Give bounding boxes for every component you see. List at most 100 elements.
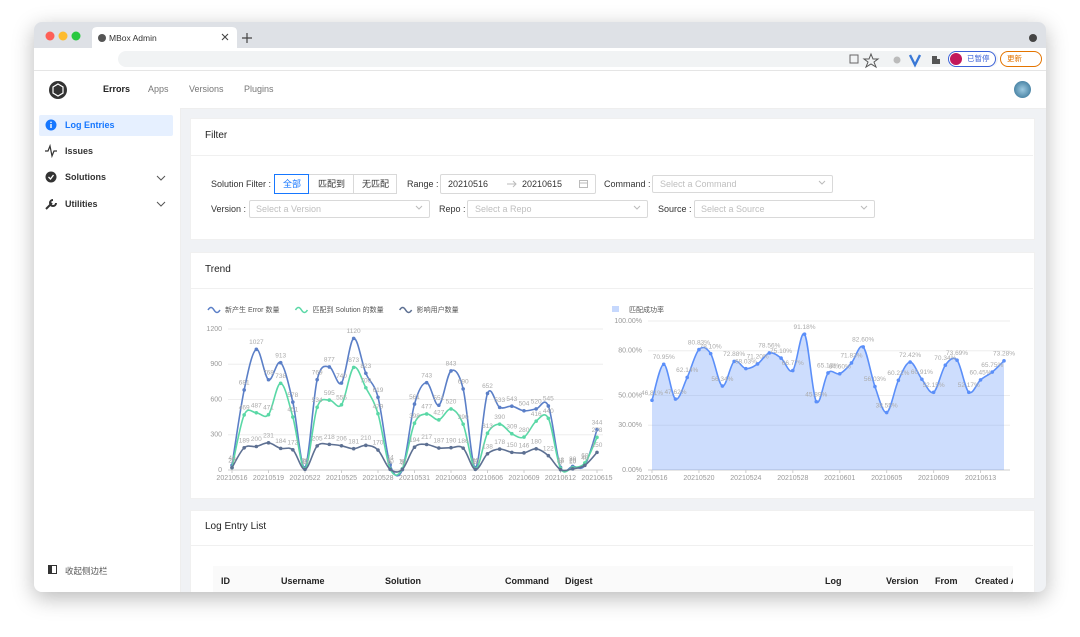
- collapse-sidebar[interactable]: 收起侧边栏: [65, 566, 108, 576]
- data-label: 46.81%: [641, 390, 663, 397]
- version-select[interactable]: [249, 200, 430, 218]
- point: [595, 427, 599, 432]
- data-label: 186: [458, 438, 469, 445]
- data-label: 561: [409, 394, 420, 401]
- point: [967, 390, 971, 395]
- y-tick-label: 100.00%: [614, 318, 642, 325]
- data-label: 1120: [347, 328, 361, 335]
- omnibox[interactable]: [118, 51, 998, 67]
- point: [522, 408, 526, 413]
- y-tick-label: 300: [210, 432, 222, 439]
- data-label: 172: [287, 440, 298, 447]
- data-label: 10: [387, 459, 395, 466]
- data-label: 280: [519, 427, 530, 434]
- data-label: 91.18%: [794, 324, 816, 331]
- update-label: 更新: [1007, 54, 1022, 63]
- point: [242, 388, 246, 392]
- data-label: 75.10%: [770, 348, 792, 355]
- data-label: 178: [494, 439, 505, 446]
- point: [583, 463, 587, 468]
- point: [943, 363, 948, 367]
- data-label: 206: [336, 436, 347, 443]
- sidebar-item[interactable]: Utilities: [65, 199, 98, 209]
- field-label: Source :: [658, 204, 692, 214]
- point: [546, 416, 551, 421]
- data-label: 823: [360, 363, 371, 370]
- data-label: 471: [263, 404, 274, 411]
- date-range[interactable]: [440, 174, 596, 194]
- y-tick-label: 0.00%: [622, 467, 642, 474]
- point: [364, 443, 368, 448]
- data-label: 30: [569, 456, 577, 463]
- legend-icon: [207, 306, 221, 314]
- source-select[interactable]: [694, 200, 875, 218]
- point: [837, 371, 842, 376]
- repo-select[interactable]: [467, 200, 648, 218]
- data-label: 73.28%: [993, 351, 1015, 358]
- point: [303, 467, 307, 472]
- data-label: 181: [348, 438, 359, 445]
- data-label: 65.75%: [981, 362, 1003, 369]
- data-label: 477: [421, 404, 432, 411]
- x-tick-label: 20210516: [216, 475, 247, 482]
- data-label: 180: [531, 439, 542, 446]
- point: [873, 384, 877, 389]
- data-label: 545: [543, 396, 554, 403]
- data-label: 10: [569, 459, 577, 466]
- data-label: 309: [506, 423, 517, 430]
- sidebar-active-bg: [39, 115, 173, 136]
- point: [424, 412, 429, 416]
- data-label: 72.42%: [899, 352, 921, 359]
- point: [546, 453, 551, 458]
- sidebar-item[interactable]: Log Entries: [65, 120, 115, 130]
- update-button[interactable]: [1000, 51, 1042, 67]
- point: [266, 377, 271, 382]
- point: [424, 442, 429, 447]
- point: [767, 351, 772, 355]
- segment-label: 匹配到: [318, 179, 346, 189]
- x-tick-label: 20210613: [965, 475, 996, 482]
- nav-item[interactable]: Versions: [189, 84, 224, 94]
- point: [315, 377, 319, 382]
- data-label: 619: [373, 387, 384, 394]
- data-label: 690: [458, 379, 469, 386]
- field-label: Range :: [407, 179, 439, 189]
- x-tick-label: 20210524: [730, 475, 761, 482]
- point: [720, 384, 725, 388]
- nav-item[interactable]: Errors: [103, 84, 131, 94]
- point: [400, 467, 405, 472]
- data-label: 5: [303, 459, 307, 466]
- data-label: 768: [263, 369, 274, 376]
- point: [424, 380, 429, 385]
- range-end: 20210615: [522, 179, 563, 189]
- x-tick-label: 20210531: [399, 475, 430, 482]
- legend-label: 新产生 Error 数量: [225, 305, 279, 314]
- x-tick-label: 20210612: [545, 475, 576, 482]
- y-tick-label: 0: [218, 467, 222, 474]
- column-header: Solution: [385, 576, 421, 586]
- data-label: 82.60%: [852, 337, 874, 344]
- nav-item[interactable]: Plugins: [244, 84, 274, 94]
- nav-item[interactable]: Apps: [148, 84, 169, 94]
- area: [652, 333, 1004, 470]
- paused-label: 已暂停: [967, 54, 990, 63]
- sidebar-item[interactable]: Solutions: [65, 172, 106, 182]
- data-label: 543: [506, 396, 517, 403]
- point: [266, 412, 271, 417]
- data-label: 20: [472, 457, 480, 464]
- point: [661, 362, 666, 367]
- data-label: 520: [446, 399, 457, 406]
- tab-title[interactable]: MBox Admin: [109, 33, 157, 43]
- point: [291, 415, 295, 419]
- command-select[interactable]: [652, 175, 833, 193]
- user-avatar[interactable]: [1014, 81, 1031, 98]
- sidebar-item[interactable]: Issues: [65, 146, 94, 156]
- segment-active[interactable]: [274, 174, 309, 194]
- x-tick-label: 20210522: [289, 475, 320, 482]
- data-label: 555: [336, 395, 347, 402]
- point: [510, 450, 514, 455]
- data-label: 205: [312, 436, 323, 443]
- data-label: 390: [458, 414, 469, 421]
- y-tick-label: 900: [210, 361, 222, 368]
